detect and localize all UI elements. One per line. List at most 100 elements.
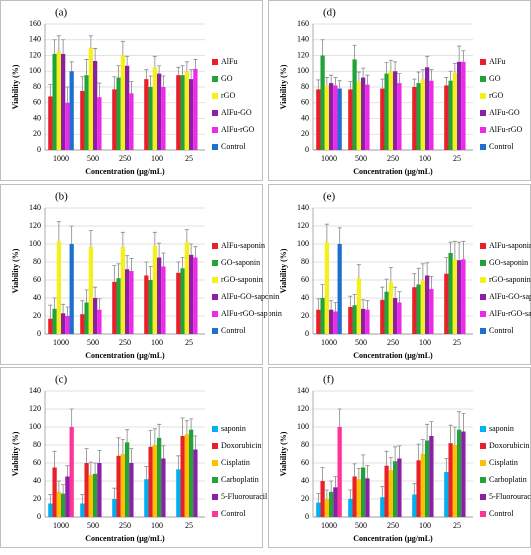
bar	[193, 68, 198, 150]
error-bar	[69, 61, 74, 72]
error-bar	[452, 62, 457, 73]
error-bar	[56, 480, 61, 492]
x-tick-label: 1000	[321, 154, 337, 163]
bar	[52, 467, 57, 517]
error-bar	[180, 417, 185, 436]
bar	[329, 491, 334, 517]
bar	[361, 467, 366, 517]
y-tick-label: 80	[33, 82, 41, 91]
legend-swatch	[212, 260, 218, 266]
x-tick-label: 1000	[53, 154, 69, 163]
error-bar	[125, 429, 130, 443]
error-bar	[80, 76, 85, 91]
error-bar	[452, 240, 457, 260]
error-bar	[112, 487, 117, 499]
bar	[416, 83, 421, 150]
y-tick-label: 60	[33, 275, 41, 284]
y-tick-label: 40	[301, 293, 309, 302]
x-axis-label: Concentration (μg/mL)	[85, 167, 165, 176]
y-tick-label: 140	[29, 386, 41, 395]
error-bar	[420, 69, 425, 80]
y-tick-label: 20	[33, 494, 41, 503]
legend-swatch	[480, 277, 486, 283]
legend-label: Control	[489, 326, 514, 335]
error-bar	[61, 303, 66, 314]
bar	[444, 273, 449, 334]
y-tick-label: 140	[29, 203, 41, 212]
bar	[144, 479, 149, 517]
error-bar	[120, 439, 125, 454]
legend-label: 5-Fluorouracil	[489, 492, 531, 501]
legend-swatch	[212, 294, 218, 300]
legend-label: Carboplatin	[489, 475, 527, 484]
panel-border	[0, 367, 263, 548]
bar	[69, 244, 74, 334]
error-bar	[97, 82, 102, 98]
legend-swatch	[480, 511, 486, 517]
error-bar	[397, 445, 402, 459]
bar	[120, 246, 125, 334]
error-bar	[61, 484, 66, 494]
bar	[161, 266, 166, 334]
y-tick-label: 160	[297, 19, 309, 28]
error-bar	[384, 62, 389, 74]
x-tick-label: 1000	[321, 338, 337, 347]
y-axis-label: Viability (%)	[11, 64, 20, 109]
bar	[97, 463, 102, 517]
y-axis-label: Viability (%)	[279, 431, 288, 476]
y-tick-label: 120	[297, 221, 309, 230]
bar	[116, 77, 121, 150]
bar	[324, 242, 329, 334]
legend-label: Control	[489, 509, 514, 518]
legend-label: AlFu-saponin	[221, 241, 265, 250]
y-tick-label: 80	[301, 257, 309, 266]
error-bar	[148, 75, 153, 87]
y-tick-label: 140	[297, 386, 309, 395]
y-tick-label: 0	[37, 329, 41, 338]
y-tick-label: 0	[305, 329, 309, 338]
y-tick-label: 60	[301, 98, 309, 107]
bar	[84, 75, 89, 150]
legend-label: 5-Fluorouracil	[221, 492, 268, 501]
error-bar	[397, 291, 402, 303]
y-tick-label: 120	[297, 50, 309, 59]
y-tick-label: 40	[33, 476, 41, 485]
error-bar	[116, 65, 121, 78]
error-bar	[448, 424, 453, 444]
bar	[388, 470, 393, 517]
legend-label: Cisplatin	[221, 458, 250, 467]
bar	[352, 476, 357, 517]
bar	[65, 102, 70, 150]
y-tick-label: 100	[297, 239, 309, 248]
error-bar	[333, 302, 338, 312]
error-bar	[333, 476, 338, 488]
bar	[388, 281, 393, 334]
legend-label: GO	[221, 74, 233, 83]
y-tick-label: 120	[297, 404, 309, 413]
legend-swatch	[480, 477, 486, 483]
bar	[152, 445, 157, 517]
bar	[144, 275, 149, 334]
error-bar	[320, 284, 325, 298]
y-tick-label: 20	[33, 129, 41, 138]
legend-swatch	[212, 494, 218, 500]
bar	[333, 311, 338, 334]
x-tick-label: 100	[151, 521, 163, 530]
legend-swatch	[212, 127, 218, 133]
error-bar	[97, 450, 102, 463]
legend-label: Carboplatin	[221, 475, 259, 484]
error-bar	[161, 445, 166, 459]
bar	[148, 446, 153, 517]
bar	[125, 442, 130, 517]
y-tick-label: 40	[33, 293, 41, 302]
bar	[429, 289, 434, 334]
bar	[416, 460, 421, 517]
error-bar	[52, 39, 57, 54]
bar	[56, 491, 61, 517]
bar	[152, 67, 157, 150]
bar	[412, 494, 417, 517]
x-tick-label: 250	[387, 338, 399, 347]
y-tick-label: 160	[29, 19, 41, 28]
error-bar	[324, 489, 329, 499]
